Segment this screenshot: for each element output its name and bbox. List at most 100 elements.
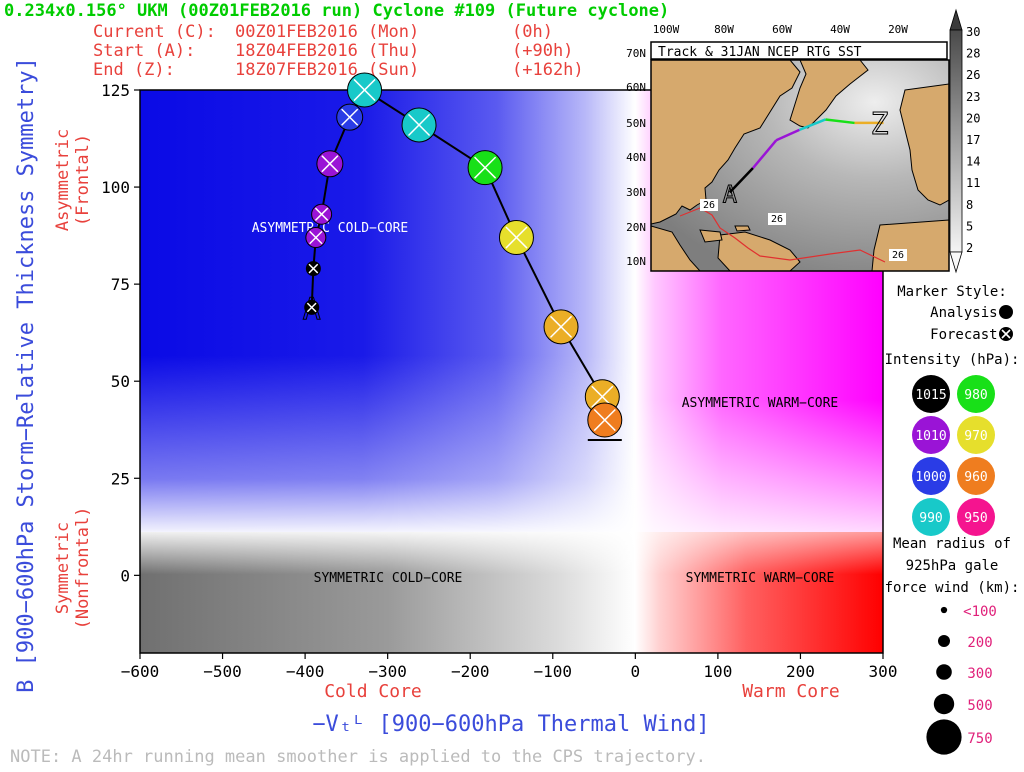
track-point bbox=[305, 227, 327, 249]
legend-radius-item: 200 bbox=[938, 635, 993, 651]
map-track-segment bbox=[775, 128, 800, 142]
legend-intensity-swatch: 990 bbox=[912, 498, 950, 536]
inset-map-title-box bbox=[650, 41, 948, 60]
colorbar-tick-label: 8 bbox=[966, 198, 973, 212]
region-label: SYMMETRIC WARM−CORE bbox=[686, 571, 835, 586]
track-point bbox=[304, 299, 320, 315]
x-tick-label: 300 bbox=[869, 662, 898, 681]
header-rows: Current (C): 00Z01FEB2016 (Mon) (0h) Start … bbox=[93, 22, 584, 80]
header-row-time: 00Z01FEB2016 (Mon) bbox=[235, 22, 419, 42]
region-label: ASYMMETRIC WARM−CORE bbox=[682, 396, 839, 411]
legend-intensity-swatch: 980 bbox=[957, 375, 995, 413]
svg-text:1015: 1015 bbox=[915, 388, 946, 403]
y-tick-label: 125 bbox=[101, 81, 130, 100]
svg-text:980: 980 bbox=[964, 388, 987, 403]
track-point bbox=[543, 309, 579, 345]
legend-radius-title: 925hPa gale bbox=[906, 558, 999, 574]
x-tick-label: −200 bbox=[451, 662, 490, 681]
x-side-label-cold: Cold Core bbox=[324, 681, 422, 702]
map-track-segment bbox=[798, 118, 826, 132]
legend: Marker Style: Analysis: Forecast: Intensity… bbox=[885, 284, 1019, 755]
y-axis-title: B [900−600hPa Storm−Relative Thickness S… bbox=[14, 57, 39, 693]
region-label: SYMMETRIC COLD−CORE bbox=[314, 571, 463, 586]
y-axis-ticks: 0 25 50 75 100 125 bbox=[101, 81, 140, 585]
legend-marker-style-title: Marker Style: bbox=[897, 284, 1007, 300]
y-tick-label: 0 bbox=[120, 566, 130, 585]
track-point bbox=[347, 72, 383, 108]
x-tick-label: 0 bbox=[631, 662, 641, 681]
side-labels: Cold Core Warm Core Asymmetric(Frontal) Sym… bbox=[53, 129, 840, 702]
map-end-marker-Z: Z bbox=[870, 107, 888, 142]
track-point bbox=[316, 150, 344, 178]
svg-text:<100: <100 bbox=[963, 604, 997, 620]
legend-intensity-swatch: 1015 bbox=[912, 375, 950, 413]
map-lat-label: 70N bbox=[626, 47, 646, 60]
y-side-label-asymmetric: Asymmetric(Frontal) bbox=[53, 129, 93, 231]
map-lat-label: 50N bbox=[626, 117, 646, 130]
legend-intensity-swatch: 950 bbox=[957, 498, 995, 536]
legend-radius-item: 500 bbox=[933, 693, 993, 715]
map-lat-label: 60N bbox=[626, 81, 646, 94]
legend-intensity-swatch: 960 bbox=[957, 457, 995, 495]
colorbar-tick-label: 17 bbox=[966, 133, 980, 147]
colorbar-tick-label: 2 bbox=[966, 241, 973, 255]
map-lon-label: 80W bbox=[714, 23, 734, 36]
chart-title: 0.234x0.156° UKM (00Z01FEB2016 run) Cycl… bbox=[4, 1, 669, 21]
x-tick-label: −400 bbox=[286, 662, 325, 681]
cps-trajectory: A bbox=[302, 72, 623, 442]
legend-radius-item: 750 bbox=[926, 719, 993, 755]
svg-text:990: 990 bbox=[919, 511, 942, 526]
header-row-time: 18Z04FEB2016 (Thu) bbox=[235, 41, 419, 61]
track-point bbox=[305, 261, 321, 277]
track-point bbox=[311, 203, 333, 225]
header-row-offset: (+90h) bbox=[512, 41, 573, 61]
y-side-label-symmetric: Symmetric(Nonfrontal) bbox=[53, 507, 93, 630]
colorbar-tick-label: 26 bbox=[966, 68, 980, 82]
map-track-segment bbox=[752, 139, 778, 169]
legend-radius-title: Mean radius of bbox=[893, 536, 1011, 552]
legend-forecast-label: Forecast: bbox=[930, 327, 1006, 343]
map-sst-contour-label: 26 bbox=[703, 200, 715, 211]
colorbar-tick-label: 14 bbox=[966, 155, 980, 169]
colorbar-tick-label: 20 bbox=[966, 111, 980, 125]
inset-map-track: AZ bbox=[722, 106, 889, 208]
svg-text:960: 960 bbox=[964, 470, 987, 485]
map-lat-label: 10N bbox=[626, 255, 646, 268]
header-row-label: Start (A): bbox=[93, 41, 195, 61]
x-axis-ticks: −600 −500 −400 −300 −200 −100 0 100 200 300 bbox=[121, 653, 898, 681]
colorbar-tick-label: 5 bbox=[966, 219, 973, 233]
track-point bbox=[336, 103, 364, 131]
svg-text:750: 750 bbox=[967, 731, 992, 747]
y-tick-label: 75 bbox=[111, 275, 130, 294]
colorbar-tick-label: 28 bbox=[966, 47, 980, 61]
y-tick-label: 50 bbox=[111, 372, 130, 391]
colorbar-tick-label: 30 bbox=[966, 25, 980, 39]
header-row-offset: (0h) bbox=[512, 22, 553, 42]
x-axis-title: −Vₜᴸ [900−600hPa Thermal Wind] bbox=[312, 712, 709, 737]
region-labels: ASYMMETRIC COLD−CORE ASYMMETRIC WARM−CORE… bbox=[252, 221, 839, 586]
svg-text:1000: 1000 bbox=[915, 470, 946, 485]
legend-radius-item: <100 bbox=[940, 604, 997, 620]
inset-map: 100W 80W 60W 40W 20W 70N 60N 50N 40N 30N 20N 10N 26 2… bbox=[626, 23, 950, 272]
sst-colorbar: 30 28 26 23 20 17 14 11 8 5 2 bbox=[949, 8, 980, 274]
header-row-offset: (+162h) bbox=[512, 60, 584, 80]
svg-text:200: 200 bbox=[967, 635, 992, 651]
colorbar-bottom-arrow bbox=[949, 251, 963, 274]
y-tick-label: 100 bbox=[101, 178, 130, 197]
legend-intensity-swatch: 1010 bbox=[912, 416, 950, 454]
land-masses bbox=[651, 60, 949, 271]
svg-text:1010: 1010 bbox=[915, 429, 946, 444]
colorbar-top-arrow bbox=[949, 8, 963, 31]
header-row-label: Current (C): bbox=[93, 22, 216, 42]
x-tick-label: 100 bbox=[703, 662, 732, 681]
header-row-time: 18Z07FEB2016 (Sun) bbox=[235, 60, 419, 80]
map-lat-label: 40N bbox=[626, 151, 646, 164]
legend-intensity-swatch: 1000 bbox=[912, 457, 950, 495]
legend-intensity-swatch: 970 bbox=[957, 416, 995, 454]
map-track-segment bbox=[728, 167, 754, 194]
region-label: ASYMMETRIC COLD−CORE bbox=[252, 221, 409, 236]
colorbar-tick-label: 11 bbox=[966, 176, 980, 190]
map-sst-contour-label: 26 bbox=[892, 250, 904, 261]
